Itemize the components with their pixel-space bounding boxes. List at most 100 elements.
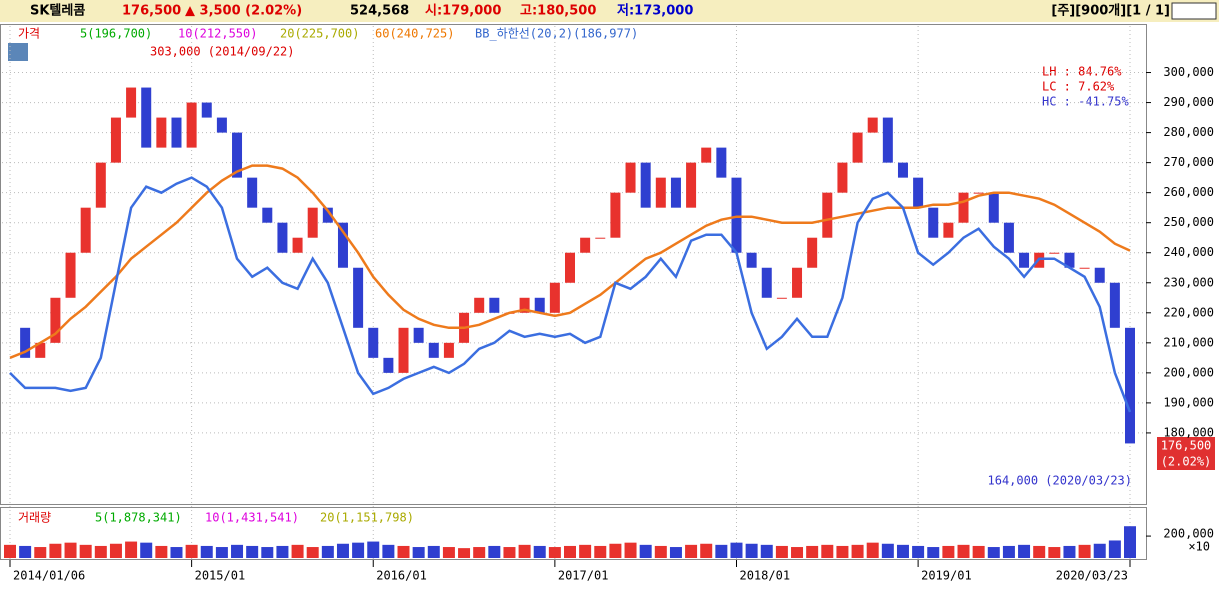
vol-legend-ma20: 20(1,151,798) (320, 511, 414, 525)
volume-bar (109, 543, 122, 558)
candle (549, 282, 560, 313)
x-tick-label: 2019/01 (921, 569, 972, 583)
candle (232, 132, 243, 178)
y-tick-label: 220,000 (1163, 305, 1214, 319)
y-tick-label: 200,000 (1163, 365, 1214, 379)
candle (1109, 282, 1120, 328)
volume-bar (49, 543, 62, 558)
volume-bar (1002, 545, 1015, 558)
candle (383, 357, 394, 373)
candle (307, 207, 318, 238)
candle (1003, 222, 1014, 253)
high: 고:180,500 (520, 4, 596, 19)
volume-bar (700, 543, 713, 558)
y-tick-label: 240,000 (1163, 245, 1214, 259)
candle (141, 87, 152, 148)
volume-bar (261, 547, 274, 558)
candle (1094, 267, 1105, 283)
volume-bar (548, 547, 561, 558)
legend-ma20: 20(225,700) (280, 27, 359, 41)
y-tick-label: 260,000 (1163, 185, 1214, 199)
volume-bar (1078, 544, 1091, 558)
candle (50, 297, 61, 343)
volume-bar (246, 545, 259, 558)
volume-bar (745, 543, 758, 558)
candle (746, 252, 757, 268)
y-tick-label: 300,000 (1163, 65, 1214, 79)
y-tick-label: 280,000 (1163, 125, 1214, 139)
candle (822, 192, 833, 238)
candle (958, 192, 969, 223)
volume-bar (866, 542, 879, 558)
volume-bar (957, 544, 970, 558)
volume-bar (64, 542, 77, 558)
legend-bb: BB_하한선(20,2)(186,977) (475, 27, 638, 41)
volume-bar (458, 548, 471, 558)
volume-bar (34, 547, 47, 558)
badge (8, 43, 28, 61)
candle (792, 267, 803, 298)
volume-bar (594, 545, 607, 558)
volume: 524,568 (350, 4, 409, 19)
volume-bar (533, 545, 546, 558)
volume-bar (200, 545, 213, 558)
candle (852, 132, 863, 163)
candle (565, 252, 575, 283)
volume-bar (427, 545, 440, 558)
volume-bar (851, 544, 864, 558)
candle (186, 102, 197, 148)
y-tick-label: 190,000 (1163, 395, 1214, 409)
lc: LC : 7.62% (1042, 80, 1115, 94)
stock-name: SK텔레콤 (30, 4, 85, 19)
volume-bar (1018, 544, 1031, 558)
volume-bar (1124, 526, 1136, 558)
volume-bar (488, 545, 501, 558)
hc: HC : -41.75% (1042, 95, 1129, 109)
volume-bar (94, 545, 107, 558)
volume-bar (715, 544, 728, 558)
volume-bar (639, 544, 652, 558)
legend-ma60: 60(240,725) (375, 27, 454, 41)
change: ▲ 3,500 (2.02%) (185, 4, 302, 19)
volume-bar (927, 547, 940, 558)
window-buttons[interactable] (1171, 2, 1217, 20)
volume-bar (579, 544, 592, 558)
volume-bar (215, 547, 228, 558)
volume-bar (155, 545, 168, 558)
candle (201, 102, 212, 118)
candle (1019, 252, 1030, 268)
volume-bar (4, 544, 16, 558)
candle (776, 297, 787, 299)
volume-bar (19, 545, 32, 558)
candle (247, 177, 258, 208)
volume-bar (760, 544, 773, 558)
candle (1049, 252, 1060, 254)
volume-bar (1033, 545, 1046, 558)
volume-bar (1108, 540, 1121, 558)
volume-bar (896, 544, 909, 558)
candle (353, 267, 364, 328)
volume-bar (503, 547, 516, 558)
y-tick-label: 180,000 (1163, 425, 1214, 439)
candle (262, 207, 273, 223)
legend-ma5: 5(196,700) (80, 27, 152, 41)
candle (928, 207, 939, 238)
volume-bar (912, 545, 925, 558)
vol-legend-ma10: 10(1,431,541) (205, 511, 299, 525)
candle (640, 162, 651, 208)
tag-pct: (2.02%) (1161, 455, 1212, 469)
candle (110, 117, 121, 163)
candle (534, 297, 545, 313)
volume-bar (987, 547, 1000, 558)
candle (156, 117, 167, 148)
open: 시:179,000 (425, 4, 501, 19)
x-tick-label: 2015/01 (195, 569, 246, 583)
volume-bar (185, 544, 198, 558)
candle (610, 192, 621, 238)
controls[interactable]: [주][900개][1 / 1] (1051, 4, 1170, 19)
volume-bar (473, 547, 486, 558)
candle (716, 147, 727, 178)
tag-price: 176,500 (1161, 439, 1212, 453)
volume-bar (397, 545, 410, 558)
